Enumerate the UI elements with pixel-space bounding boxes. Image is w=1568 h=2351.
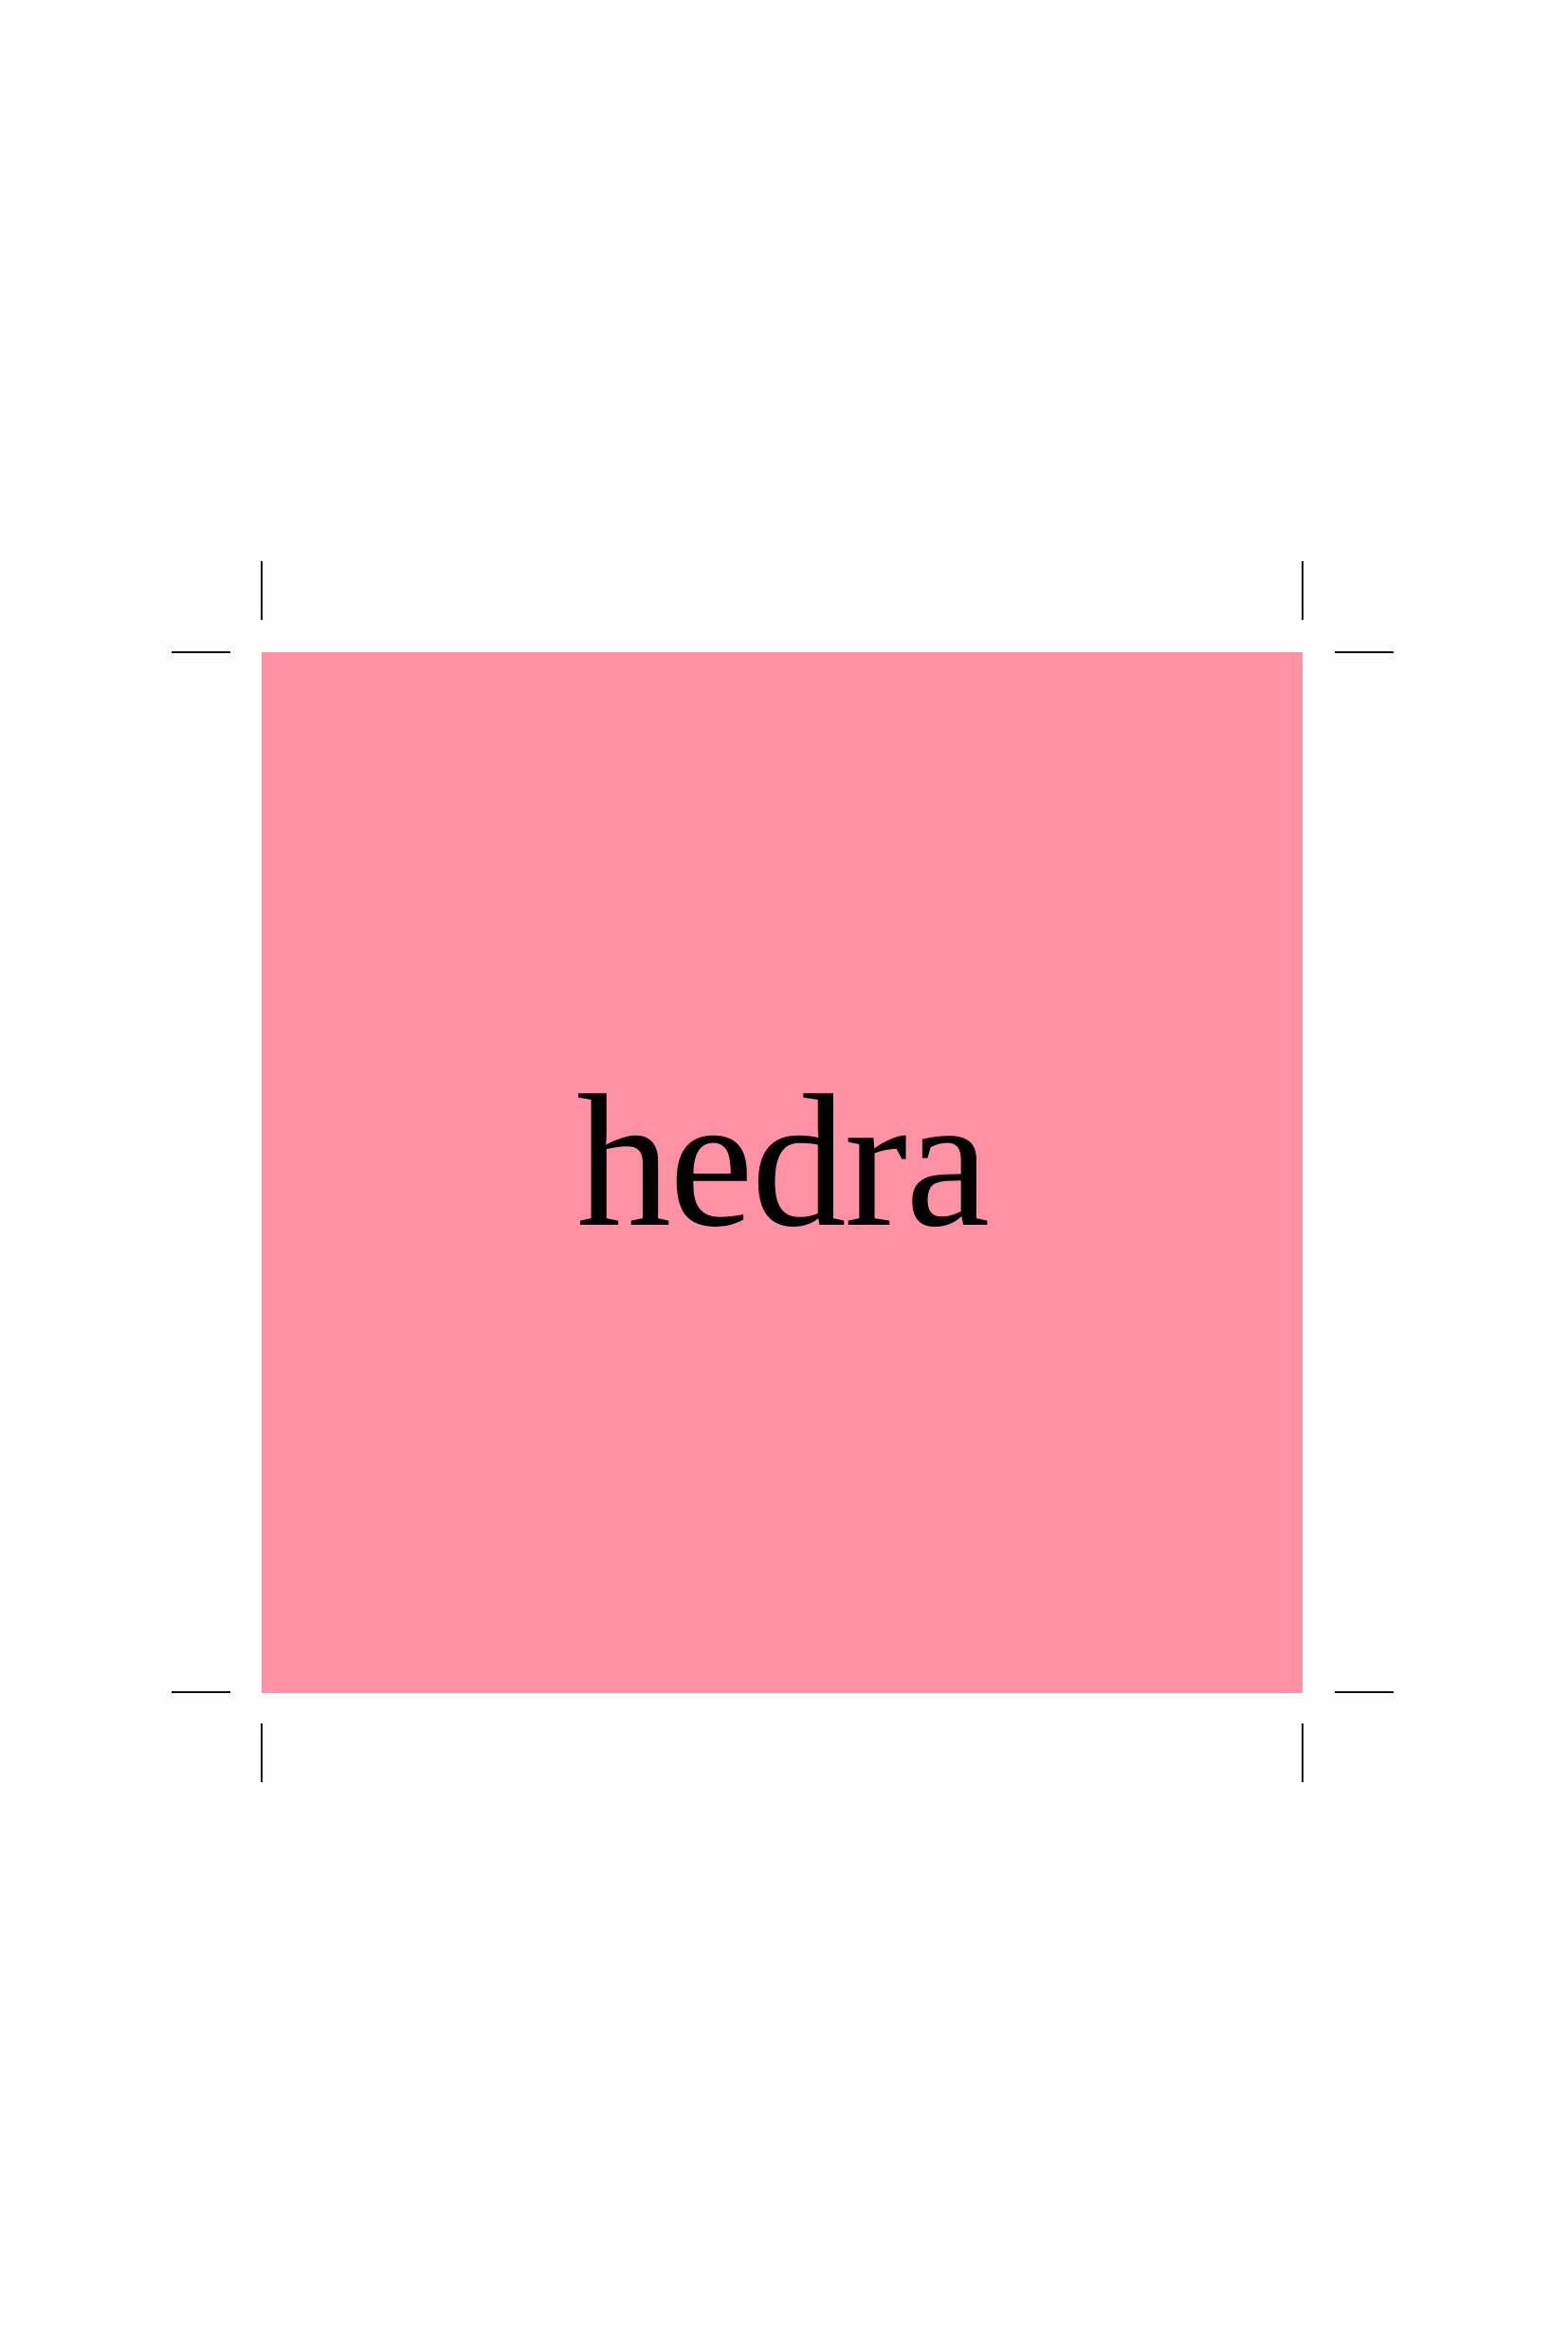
artwork-panel: hedra [262,652,1303,1693]
crop-mark-bottom-right-vertical [1302,1723,1304,1782]
crop-mark-top-left-vertical [261,561,263,620]
crop-mark-top-left-horizontal [172,651,230,653]
crop-mark-bottom-right-horizontal [1335,1691,1394,1693]
crop-mark-bottom-left-horizontal [172,1691,230,1693]
crop-mark-top-right-horizontal [1335,651,1394,653]
crop-mark-top-right-vertical [1302,561,1304,620]
artwork-label: hedra [575,1057,990,1267]
crop-mark-bottom-left-vertical [261,1723,263,1782]
